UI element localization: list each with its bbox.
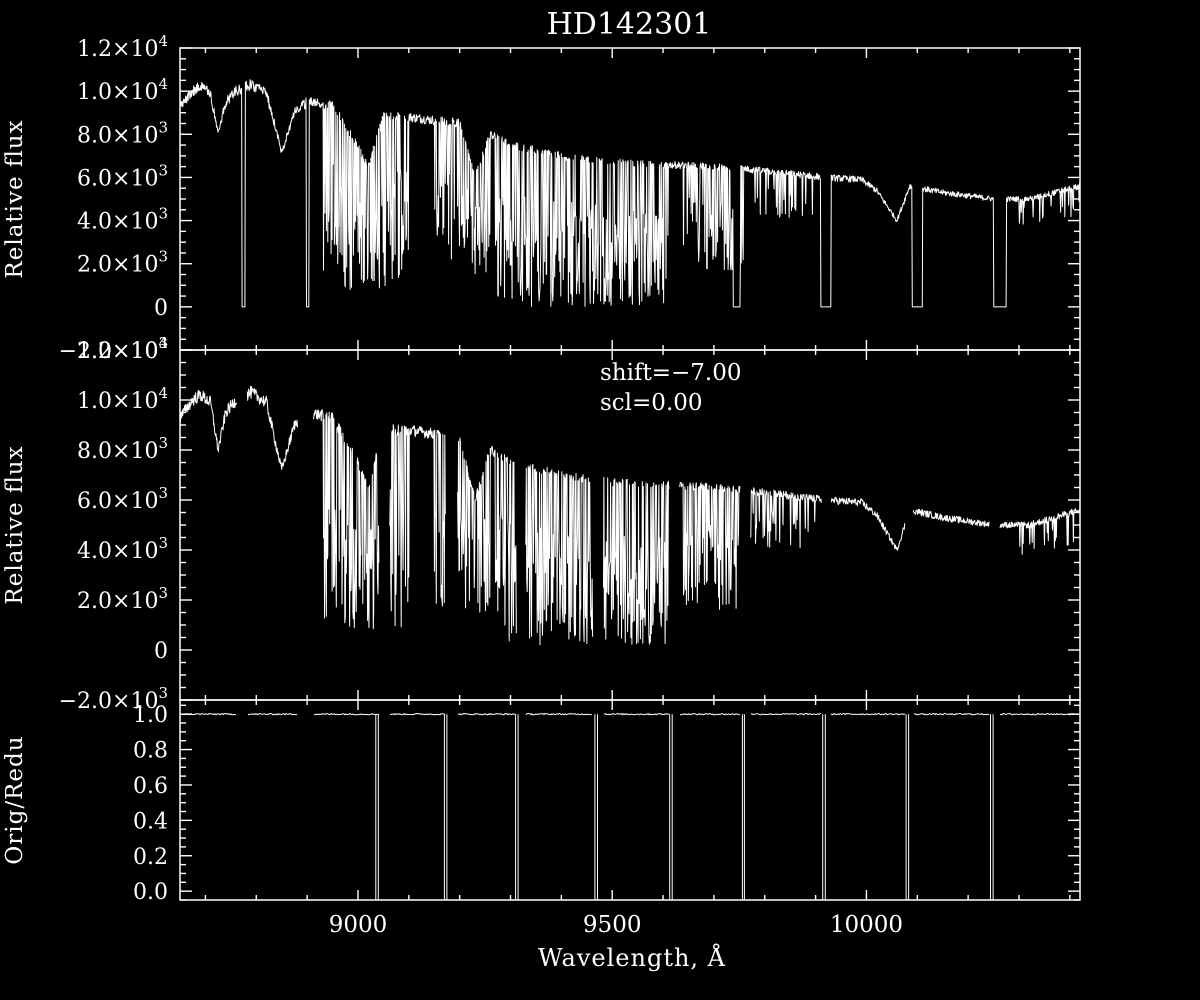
y-tick-label: 8.0×103 xyxy=(77,118,168,148)
y-tick-label: 6.0×103 xyxy=(77,484,168,514)
panel-middle: −2.0×103 0 2.0×103 4.0×103 6.0×103 8.0×103 1.0… xyxy=(2,334,1081,714)
y-tick-label: 0.0 xyxy=(133,880,168,905)
annotation-scl: scl=0.00 xyxy=(600,390,703,416)
panel-frame-bottom xyxy=(179,699,1081,901)
y-tick-label: 0 xyxy=(154,639,168,664)
y-tick-label: 0.4 xyxy=(133,809,168,834)
x-tick-label: 9500 xyxy=(583,912,642,938)
y-tick-label: 4.0×103 xyxy=(77,534,168,564)
y-tick-label: 0 xyxy=(154,296,168,321)
x-axis-label: Wavelength, Å xyxy=(538,943,726,972)
y-tick-label: −2.0×103 xyxy=(59,684,168,714)
annotation-shift: shift=−7.00 xyxy=(600,360,741,386)
y-axis-label: Relative flux xyxy=(2,445,28,604)
x-tick-label: 9000 xyxy=(329,912,388,938)
panel-bottom: 9000 9500 10000 0.0 0.2 0.4 0.6 0.8 1.0 Orig/Redu xyxy=(2,699,1081,938)
y-tick-label: 2.0×103 xyxy=(77,248,168,278)
y-tick-label: 1.2×104 xyxy=(77,334,168,364)
y-tick-label: 1.0 xyxy=(133,703,168,728)
spectrum-trace-bottom xyxy=(180,713,1080,900)
y-tick-label: 8.0×103 xyxy=(77,434,168,464)
y-tick-label: 0.2 xyxy=(133,845,168,870)
chart-title: HD142301 xyxy=(547,7,712,42)
y-axis-label: Relative flux xyxy=(2,119,28,278)
spectrum-trace-top xyxy=(180,79,1080,308)
y-tick-label: 1.0×104 xyxy=(77,75,168,105)
y-tick-label: 0.8 xyxy=(133,739,168,764)
y-tick-label: 1.0×104 xyxy=(77,384,168,414)
y-tick-label: −2.0×103 xyxy=(59,334,168,364)
x-tick-label: 10000 xyxy=(830,912,903,938)
spectrum-trace-middle xyxy=(180,385,1080,646)
y-tick-label: 2.0×103 xyxy=(77,584,168,614)
y-tick-label: 4.0×103 xyxy=(77,205,168,235)
y-tick-label: 6.0×103 xyxy=(77,161,168,191)
panel-top: −2.0×103 0 2.0×103 4.0×103 6.0×103 8.0×103 1.0… xyxy=(2,32,1081,364)
y-tick-label: 1.2×104 xyxy=(77,32,168,62)
y-axis-label: Orig/Redu xyxy=(2,735,28,864)
y-tick-label: 0.6 xyxy=(133,774,168,799)
